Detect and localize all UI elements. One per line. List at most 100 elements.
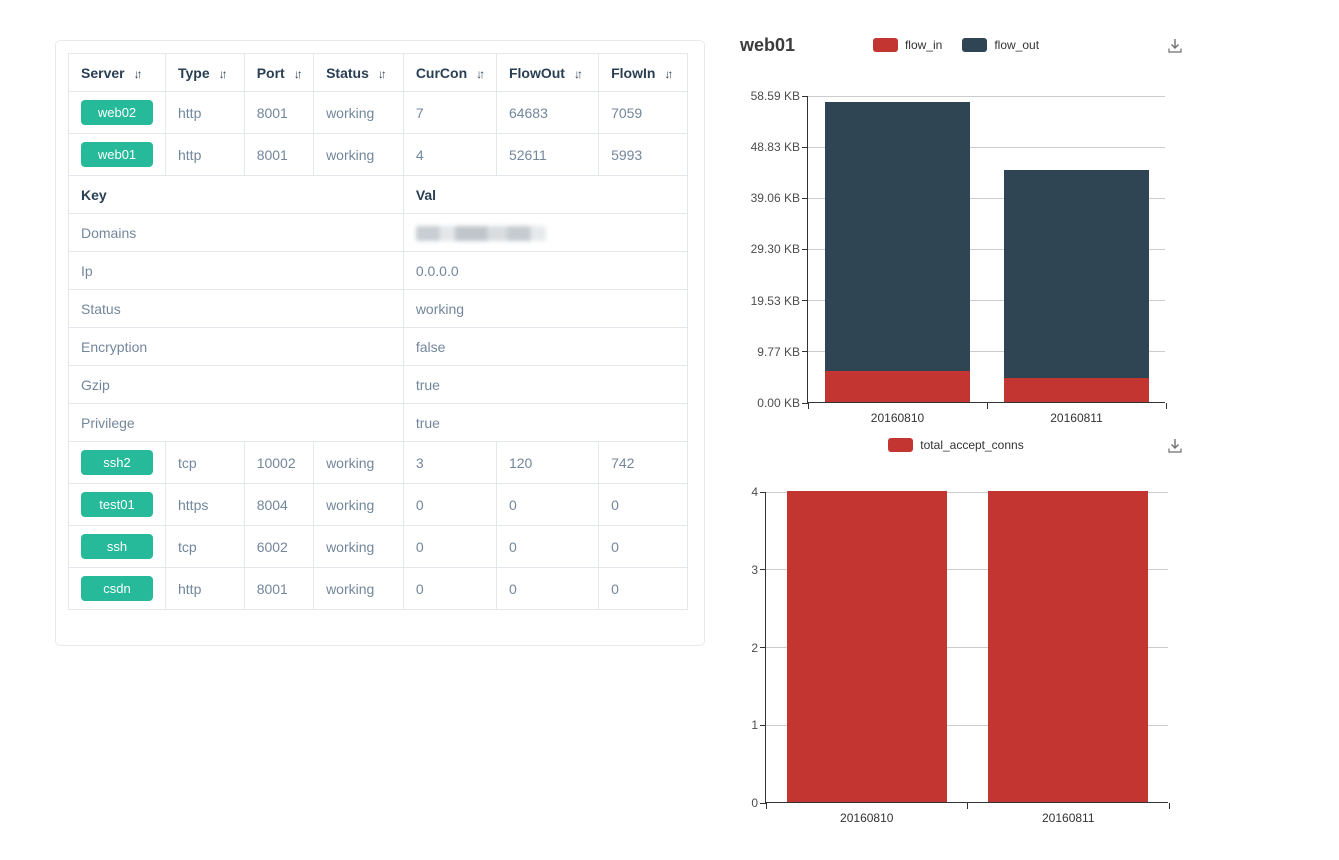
- x-axis-tick: [1165, 403, 1167, 409]
- kv-key: Ip: [68, 251, 404, 290]
- gridline: [766, 569, 1168, 571]
- cell-flowin: 0: [598, 483, 688, 526]
- cell-flowout: 0: [495, 567, 600, 610]
- sort-icon[interactable]: ↓↑: [664, 66, 673, 81]
- x-axis-tick: [967, 803, 968, 809]
- sort-icon[interactable]: ↓↑: [293, 66, 303, 81]
- server-badge-button[interactable]: test01: [81, 492, 153, 517]
- kv-key: Gzip: [68, 365, 404, 404]
- y-axis-tick: [760, 647, 766, 648]
- bar-flow_in: [825, 371, 970, 402]
- column-header-flowin[interactable]: FlowIn ↓↑: [598, 53, 688, 92]
- cell-port: 8001: [243, 91, 315, 134]
- kv-val: [402, 213, 689, 252]
- y-axis-tick: [802, 402, 808, 404]
- cell-flowin: 0: [598, 525, 688, 568]
- download-icon[interactable]: [1166, 37, 1184, 55]
- gridline: [808, 248, 1165, 250]
- cell-type: http: [165, 133, 245, 176]
- chart-plot-area: 0 1 2 3 4 20160810 20160811: [751, 485, 1170, 825]
- column-header-server[interactable]: Server ↓↑: [68, 53, 166, 92]
- sort-icon[interactable]: ↓↑: [218, 66, 228, 81]
- column-header-type[interactable]: Type ↓↑: [165, 53, 245, 92]
- x-axis-label: 20160811: [1050, 411, 1103, 425]
- y-axis-label: 0: [751, 796, 758, 810]
- kv-val: working: [402, 289, 689, 328]
- y-axis-label: 58.59 KB: [750, 89, 800, 103]
- gridline: [808, 197, 1165, 199]
- chart-legend: flow_in flow_out: [720, 38, 1192, 52]
- gridline: [808, 95, 1165, 97]
- server-badge-button[interactable]: web01: [81, 142, 153, 167]
- chart-legend: total_accept_conns: [720, 438, 1192, 452]
- server-detail-panel: Server ↓↑ Type ↓↑ Port ↓↑ Status ↓↑ CurCon ↓↑…: [55, 40, 705, 646]
- table-row: ssh2 tcp 10002 working 3 120 742: [68, 441, 688, 484]
- table-row: test01 https 8004 working 0 0 0: [68, 483, 688, 526]
- y-axis-tick: [802, 95, 808, 97]
- kv-row: Gzip true: [68, 365, 689, 404]
- legend-swatch: [888, 438, 914, 452]
- cell-type: tcp: [165, 441, 245, 484]
- column-header-status[interactable]: Status ↓↑: [313, 53, 404, 92]
- y-axis-tick: [802, 146, 808, 148]
- y-axis-tick: [802, 300, 808, 302]
- column-header-flowout[interactable]: FlowOut ↓↑: [495, 53, 600, 92]
- x-axis-tick: [1168, 803, 1170, 809]
- chart-plot-area: 0.00 KB 9.77 KB 19.53 KB 29.30 KB 39.06 KB 48…: [751, 89, 1167, 425]
- column-header-curcon[interactable]: CurCon ↓↑: [402, 53, 497, 92]
- cell-status: working: [313, 525, 404, 568]
- column-header-port[interactable]: Port ↓↑: [243, 53, 315, 92]
- gridline: [766, 491, 1168, 493]
- legend-swatch: [962, 38, 988, 52]
- cell-server: ssh: [68, 525, 166, 568]
- y-axis-label: 4: [751, 485, 758, 499]
- legend-item-flow_in[interactable]: flow_in: [872, 38, 942, 52]
- y-axis-label: 48.83 KB: [750, 140, 800, 155]
- column-label: FlowIn: [611, 64, 656, 81]
- kv-val: 0.0.0.0: [402, 251, 689, 290]
- table-row: web01 http 8001 working 4 52611 5993: [68, 133, 688, 176]
- cell-curcon: 3: [402, 441, 497, 484]
- cell-status: working: [313, 483, 404, 526]
- cell-type: http: [165, 91, 245, 134]
- x-axis-tick: [986, 403, 988, 409]
- y-axis-tick: [760, 802, 766, 804]
- cell-status: working: [313, 567, 404, 610]
- table-row: csdn http 8001 working 0 0 0: [68, 567, 688, 610]
- kv-key: Privilege: [68, 403, 404, 442]
- cell-flowin: 0: [598, 567, 688, 610]
- y-axis-tick: [760, 569, 766, 571]
- server-badge-button[interactable]: csdn: [81, 576, 153, 601]
- legend-item-flow_out[interactable]: flow_out: [962, 38, 1039, 52]
- domains-value-redacted: [415, 225, 546, 241]
- gridline: [766, 647, 1168, 648]
- cell-flowin: 5993: [598, 133, 688, 176]
- kv-row: Encryption false: [68, 327, 689, 366]
- cell-port: 6002: [243, 525, 315, 568]
- sort-icon[interactable]: ↓↑: [573, 66, 583, 81]
- server-badge-button[interactable]: ssh2: [81, 450, 153, 475]
- sort-icon[interactable]: ↓↑: [133, 66, 143, 81]
- x-axis-label: 20160810: [870, 411, 925, 425]
- kv-row: Status working: [68, 289, 689, 328]
- cell-type: tcp: [165, 525, 245, 568]
- table-header-row: Server ↓↑ Type ↓↑ Port ↓↑ Status ↓↑ CurCon ↓↑…: [68, 53, 688, 92]
- legend-swatch: [872, 38, 898, 52]
- cell-flowout: 52611: [495, 133, 600, 176]
- bar-flow_out: [825, 102, 970, 372]
- sort-icon[interactable]: ↓↑: [377, 66, 387, 81]
- cell-status: working: [313, 91, 404, 134]
- x-axis-tick: [765, 803, 767, 809]
- bar-total_accept_conns: [786, 491, 947, 802]
- column-label: Port: [256, 64, 285, 81]
- x-axis-label: 20160810: [840, 811, 894, 825]
- cell-curcon: 0: [402, 525, 497, 568]
- legend-item-total_accept_conns[interactable]: total_accept_conns: [888, 438, 1024, 452]
- server-badge-button[interactable]: web02: [81, 100, 153, 125]
- table-row: web02 http 8001 working 7 64683 7059: [68, 91, 688, 134]
- download-icon[interactable]: [1166, 437, 1184, 455]
- sort-icon[interactable]: ↓↑: [476, 66, 485, 81]
- server-badge-button[interactable]: ssh: [81, 534, 153, 559]
- kv-val: false: [402, 327, 689, 366]
- gridline: [808, 300, 1165, 302]
